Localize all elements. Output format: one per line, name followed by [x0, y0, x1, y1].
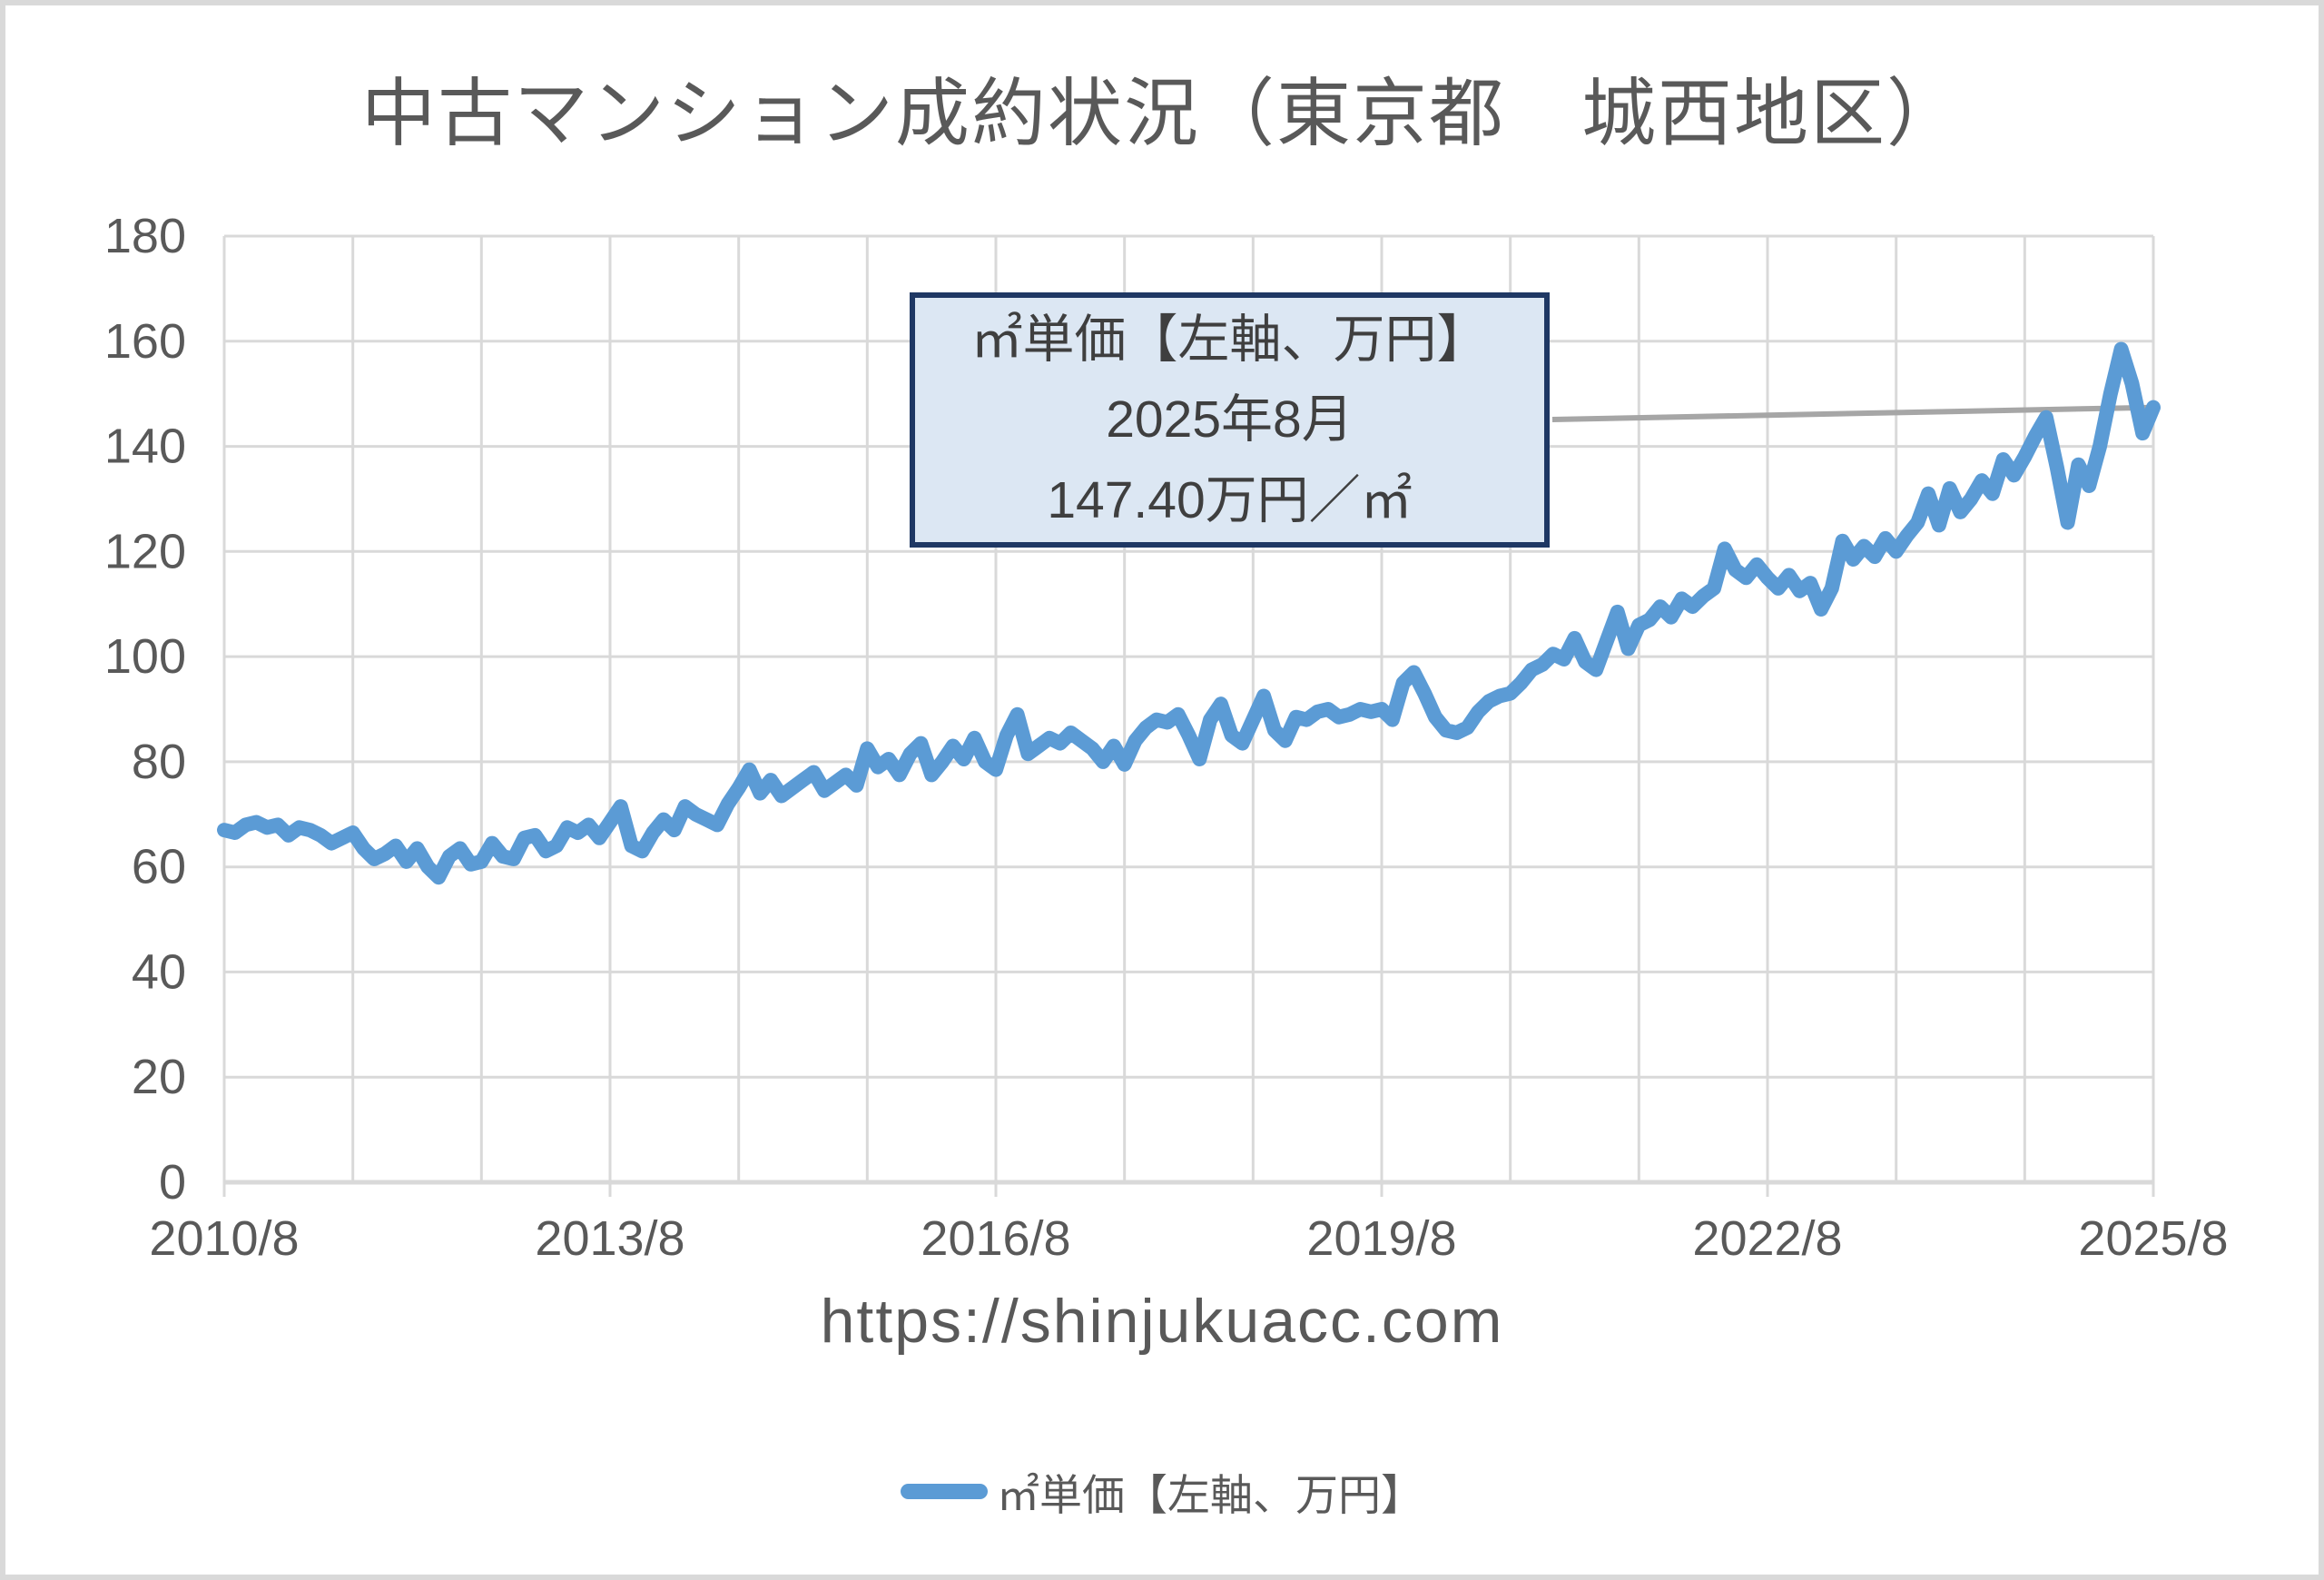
watermark-url: https://shinjukuacc.com — [820, 1287, 1504, 1356]
data-callout-box: ㎡単価【左軸、万円】 2025年8月 147.40万円／㎡ — [910, 292, 1550, 548]
x-axis-tick-label: 2025/8 — [2078, 1211, 2228, 1266]
y-axis-tick-label: 80 — [132, 735, 186, 789]
y-axis-tick-label: 160 — [104, 314, 186, 369]
legend-label: ㎡単価【左軸、万円】 — [997, 1471, 1423, 1519]
y-axis-tick-label: 20 — [132, 1050, 186, 1104]
x-axis-tick-label: 2016/8 — [921, 1211, 1070, 1266]
y-axis-tick-label: 100 — [104, 629, 186, 684]
y-axis-tick-label: 40 — [132, 944, 186, 999]
callout-value: 147.40万円／㎡ — [1047, 470, 1413, 529]
legend-line-swatch-icon — [901, 1484, 988, 1499]
y-axis-tick-label: 180 — [104, 209, 186, 263]
x-axis-tick-label: 2010/8 — [149, 1211, 299, 1266]
chart-title: 中古マンション成約状況（東京都 城西地区） — [360, 73, 1963, 155]
price-series-line — [217, 341, 2161, 885]
y-axis-tick-label: 140 — [104, 420, 186, 474]
callout-series-name: ㎡単価【左軸、万円】 — [970, 310, 1489, 369]
legend: ㎡単価【左軸、万円】 — [0, 1460, 2324, 1523]
callout-leader-line — [1551, 404, 2154, 422]
x-axis-tick-label: 2019/8 — [1306, 1211, 1456, 1266]
callout-date: 2025年8月 — [1106, 390, 1354, 449]
y-axis-tick-label: 60 — [132, 840, 186, 894]
y-axis-tick-label: 120 — [104, 524, 186, 578]
x-axis-tick-label: 2022/8 — [1692, 1211, 1842, 1266]
y-axis-tick-label: 0 — [159, 1155, 186, 1210]
x-axis-tick-label: 2013/8 — [535, 1211, 684, 1266]
